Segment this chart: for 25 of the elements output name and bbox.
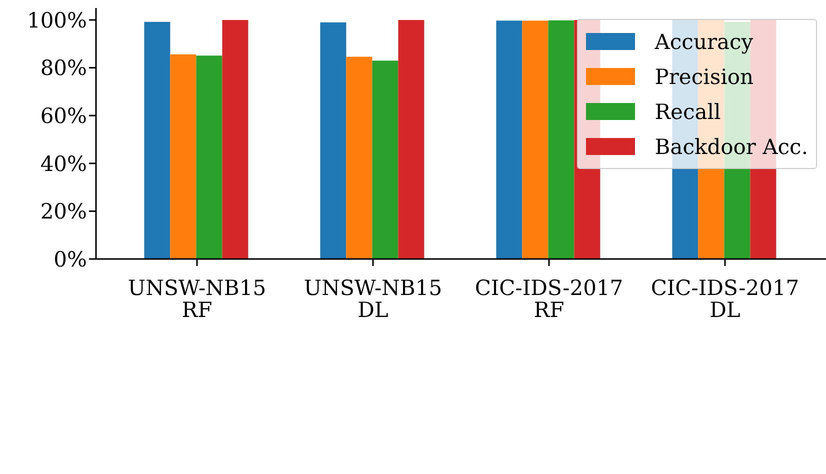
bar <box>398 20 424 259</box>
bar <box>196 56 222 259</box>
y-tick-label: 60% <box>40 104 87 128</box>
bar <box>548 20 574 259</box>
legend-label: Backdoor Acc. <box>654 134 808 158</box>
y-tick-label: 100% <box>26 8 87 32</box>
x-tick-label: UNSW-NB15 DL <box>304 276 442 322</box>
x-tick-label: CIC-IDS-2017 DL <box>650 276 800 322</box>
y-tick-label: 40% <box>40 152 87 176</box>
bar <box>144 22 170 259</box>
legend-label: Precision <box>654 64 754 88</box>
x-tick-label: UNSW-NB15 RF <box>128 276 266 322</box>
bar <box>496 20 522 259</box>
bar <box>170 54 196 259</box>
y-tick-label: 20% <box>40 200 87 224</box>
bar <box>372 60 398 259</box>
bar <box>320 22 346 259</box>
y-tick-label: 0% <box>54 247 87 272</box>
legend-label: Recall <box>654 100 721 124</box>
x-tick-label: CIC-IDS-2017 RF <box>474 276 624 322</box>
y-tick-label: 80% <box>40 56 87 80</box>
legend-label: Accuracy <box>654 30 754 54</box>
bar <box>346 56 372 259</box>
bar <box>222 20 248 259</box>
bar <box>522 20 548 259</box>
